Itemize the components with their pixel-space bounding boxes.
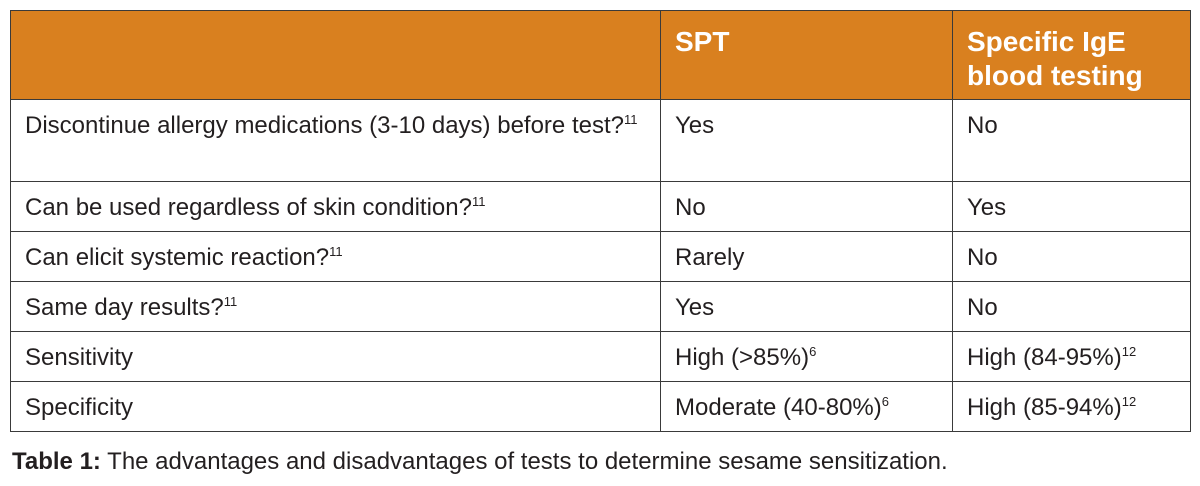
cell-text: Can be used regardless of skin condition… bbox=[25, 194, 472, 221]
reference: 11 bbox=[471, 194, 486, 209]
reference: 11 bbox=[329, 244, 343, 259]
reference: 6 bbox=[881, 394, 889, 409]
table-cell: High (84-95%)12 bbox=[952, 331, 1191, 382]
caption-text: The advantages and disadvantages of test… bbox=[107, 448, 948, 475]
table-cell: Specificity bbox=[10, 381, 661, 432]
reference: 6 bbox=[809, 344, 817, 359]
table-header: SPT Specific IgE blood testing bbox=[10, 10, 1191, 100]
table-cell: No bbox=[952, 281, 1191, 332]
cell-text: High (>85%) bbox=[675, 344, 810, 371]
cell-text: High (84-95%) bbox=[967, 344, 1122, 371]
reference: 12 bbox=[1121, 394, 1137, 409]
cell-text: High (85-94%) bbox=[967, 394, 1122, 421]
cell-text: Same day results? bbox=[25, 294, 224, 321]
table-cell: Yes bbox=[952, 181, 1191, 232]
reference: 11 bbox=[223, 294, 238, 309]
table-cell: Rarely bbox=[660, 231, 953, 282]
table-row: Discontinue allergy medications (3-10 da… bbox=[10, 99, 1191, 182]
table-row: Can be used regardless of skin condition… bbox=[10, 181, 1191, 232]
table-cell: High (85-94%)12 bbox=[952, 381, 1191, 432]
reference: 11 bbox=[623, 112, 638, 127]
table-cell: Can be used regardless of skin condition… bbox=[10, 181, 661, 232]
comparison-table: SPT Specific IgE blood testing Discontinu… bbox=[10, 10, 1191, 432]
header-cell bbox=[10, 10, 661, 100]
header-row: SPT Specific IgE blood testing bbox=[10, 10, 1191, 100]
cell-text: Discontinue allergy medications (3-10 da… bbox=[25, 112, 624, 139]
table-row: Can elicit systemic reaction?11 Rarely No bbox=[10, 231, 1191, 282]
table-cell: No bbox=[952, 99, 1191, 182]
cell-text: Can elicit systemic reaction? bbox=[25, 244, 330, 271]
caption: Table 1: The advantages and disadvantage… bbox=[12, 446, 948, 478]
table-cell: High (>85%)6 bbox=[660, 331, 953, 382]
table-cell: No bbox=[660, 181, 953, 232]
table-body: Discontinue allergy medications (3-10 da… bbox=[10, 99, 1191, 432]
table-row: Sensitivity High (>85%)6 High (84-95%)12 bbox=[10, 331, 1191, 382]
table-cell: Sensitivity bbox=[10, 331, 661, 382]
table-cell: No bbox=[952, 231, 1191, 282]
table-cell: Moderate (40-80%)6 bbox=[660, 381, 953, 432]
table-cell: Yes bbox=[660, 281, 953, 332]
caption-label: Table 1: bbox=[12, 448, 101, 475]
table-cell: Can elicit systemic reaction?11 bbox=[10, 231, 661, 282]
table-cell: Yes bbox=[660, 99, 953, 182]
table-cell: Discontinue allergy medications (3-10 da… bbox=[10, 99, 661, 182]
header-cell: SPT bbox=[660, 10, 953, 100]
header-cell: Specific IgE blood testing bbox=[952, 10, 1191, 100]
cell-text: Moderate (40-80%) bbox=[675, 394, 882, 421]
reference: 12 bbox=[1121, 344, 1137, 359]
table-row: Same day results?11 Yes No bbox=[10, 281, 1191, 332]
table-cell: Same day results?11 bbox=[10, 281, 661, 332]
table-row: Specificity Moderate (40-80%)6 High (85-94… bbox=[10, 381, 1191, 432]
